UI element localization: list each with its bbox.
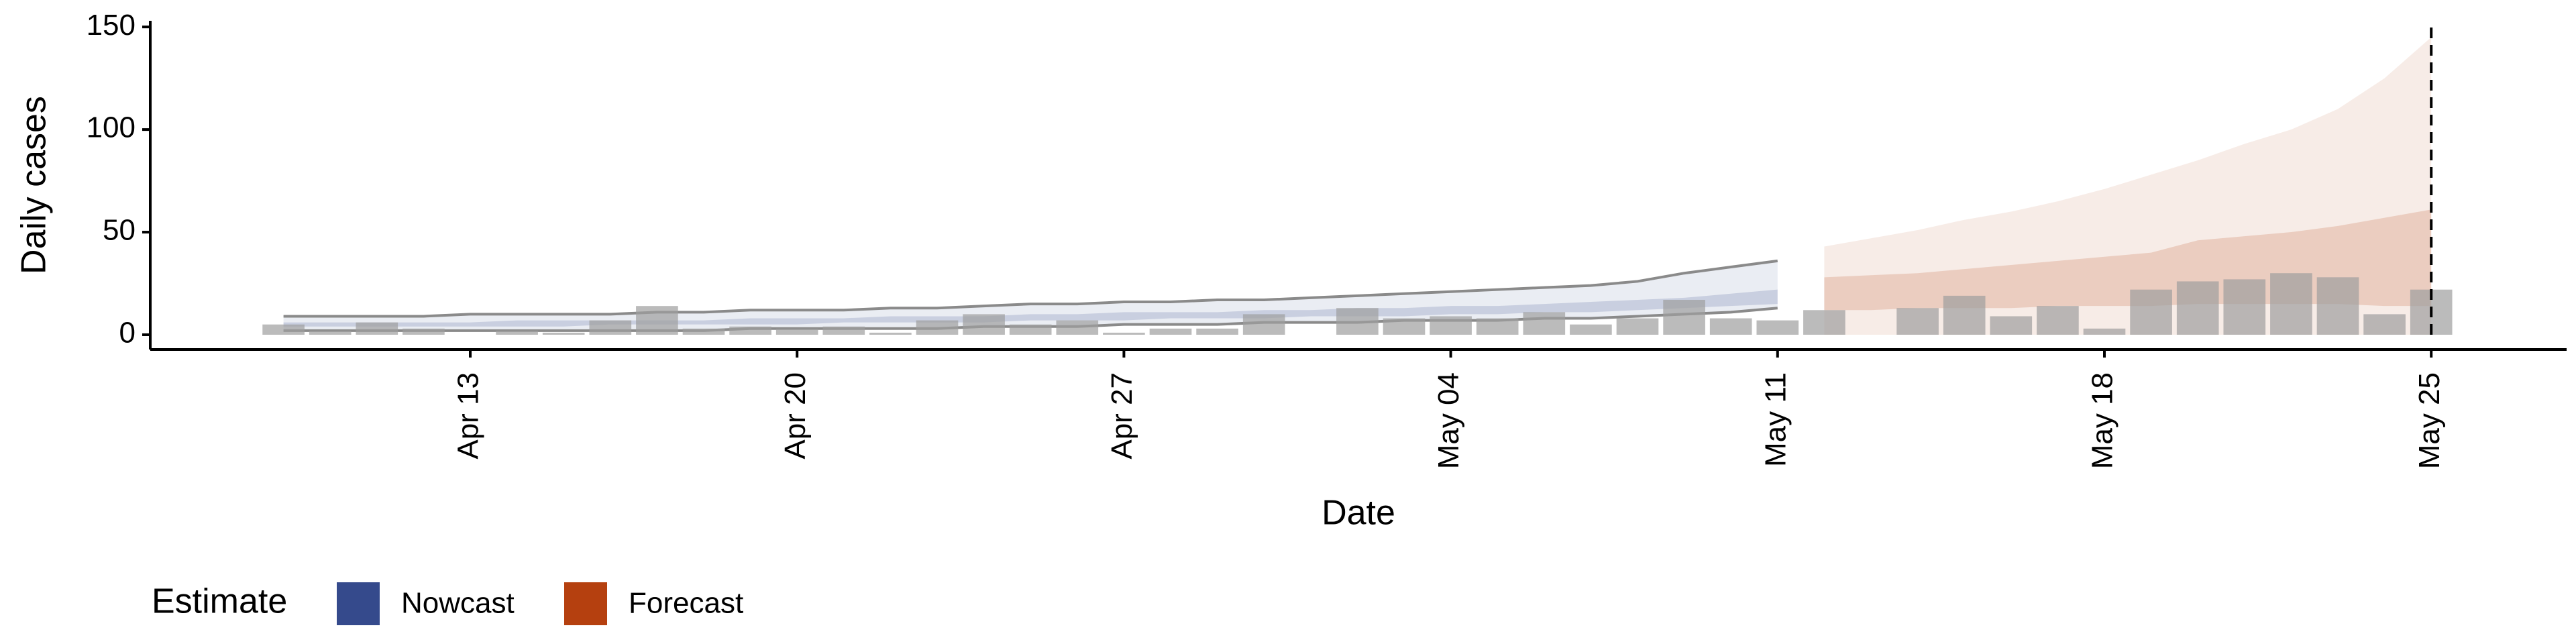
x-tick-label: May 18 (2086, 372, 2119, 469)
x-tick-label: May 11 (1759, 372, 1792, 467)
ribbon-50 (283, 289, 1778, 327)
bar (1336, 308, 1379, 335)
bar (1149, 328, 1192, 335)
bar (775, 328, 818, 335)
bar (2363, 314, 2406, 335)
bar (822, 326, 865, 335)
bar (1103, 332, 1145, 335)
bar (636, 306, 678, 335)
legend-title: Estimate (152, 582, 287, 621)
bar (2316, 277, 2359, 335)
bar (869, 332, 912, 335)
x-tick-label: Apr 27 (1106, 372, 1138, 460)
bar (916, 320, 959, 335)
bar (2037, 306, 2079, 335)
bar (1009, 324, 1052, 335)
bar (1196, 328, 1238, 335)
bar (496, 330, 538, 335)
y-axis-title: Daily cases (15, 96, 54, 274)
bar (1616, 318, 1659, 335)
bar (1943, 295, 1986, 335)
bar (1570, 324, 1612, 335)
bar (1896, 308, 1939, 335)
bar (402, 328, 445, 335)
ribbon-90 (1824, 37, 2432, 335)
bar (963, 314, 1005, 335)
x-tick-label: Apr 13 (452, 372, 485, 460)
y-tick-label: 100 (87, 111, 136, 144)
bar (682, 328, 725, 335)
bar (1756, 320, 1799, 335)
legend-label: Forecast (629, 587, 743, 620)
bar (1523, 312, 1566, 335)
bar (542, 332, 585, 335)
bar (589, 320, 632, 335)
bar (2130, 289, 2172, 335)
bar (1430, 316, 1472, 335)
bar (356, 322, 398, 335)
bar (1242, 314, 1285, 335)
bound-line (283, 259, 1778, 318)
y-tick-label: 0 (119, 317, 136, 350)
bar (1383, 318, 1426, 335)
legend-swatch (337, 582, 380, 625)
bar (1476, 318, 1519, 335)
bar (2176, 281, 2219, 335)
x-tick-label: May 04 (1432, 372, 1465, 469)
bar (262, 324, 305, 335)
x-axis-title: Date (1322, 494, 1395, 533)
bar (1663, 299, 1705, 335)
legend-swatch (564, 582, 607, 625)
y-tick-label: 50 (103, 214, 136, 247)
bar (2270, 273, 2312, 335)
bar (1803, 310, 1845, 335)
bar (1056, 320, 1099, 335)
x-tick-label: Apr 20 (779, 372, 812, 460)
y-tick-label: 150 (87, 9, 136, 42)
x-tick-label: May 25 (2413, 372, 2446, 469)
bar (1709, 318, 1752, 335)
bar (2223, 279, 2266, 335)
bar (2083, 328, 2126, 335)
bar (729, 326, 771, 335)
legend-label: Nowcast (401, 587, 515, 620)
bar (309, 330, 352, 335)
bar (1990, 316, 2033, 335)
